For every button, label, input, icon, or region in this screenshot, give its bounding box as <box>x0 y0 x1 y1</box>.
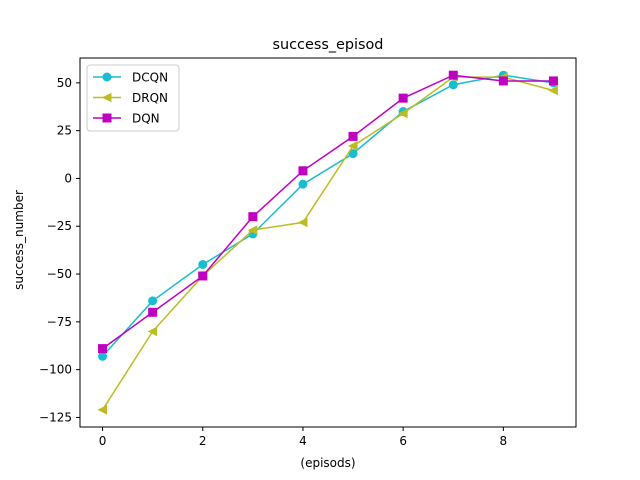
y-axis-label: success_number <box>12 190 26 290</box>
point-marker <box>448 70 458 80</box>
point-marker <box>148 307 158 317</box>
x-tick-label: 0 <box>99 434 107 448</box>
point-marker <box>148 296 158 306</box>
legend-entry-dqn: DQN <box>93 112 160 126</box>
point-marker <box>97 404 108 415</box>
point-marker <box>147 326 158 337</box>
point-marker <box>347 141 358 151</box>
y-tick-label: −25 <box>47 219 72 233</box>
series-layer <box>97 70 558 415</box>
point-marker <box>297 217 308 228</box>
x-tick-label: 4 <box>299 434 307 448</box>
point-marker <box>98 344 108 354</box>
y-tick-label: −100 <box>39 363 72 377</box>
point-marker <box>348 149 358 159</box>
point-marker <box>448 80 458 90</box>
point-marker <box>198 259 208 269</box>
chart-title: success_episod <box>273 37 384 53</box>
x-tick-label: 2 <box>199 434 207 448</box>
point-marker <box>548 76 558 86</box>
legend-entry-drqn: DRQN <box>93 91 168 105</box>
x-tick-label: 6 <box>399 434 407 448</box>
y-tick-label: 0 <box>64 171 72 185</box>
point-marker <box>102 113 112 123</box>
legend-label: DRQN <box>132 91 168 105</box>
point-marker <box>398 108 408 119</box>
legend: DCQN DRQN DQN <box>86 64 180 132</box>
x-axis-label: (episods) <box>300 456 355 470</box>
point-marker <box>101 92 112 103</box>
point-marker <box>102 72 112 82</box>
point-marker <box>198 271 208 281</box>
legend-label: DQN <box>132 112 160 126</box>
legend-label: DCQN <box>132 71 168 85</box>
y-tick-label: 50 <box>57 76 72 90</box>
point-marker <box>548 85 558 96</box>
y-tick-label: −50 <box>47 267 72 281</box>
series-line <box>101 74 554 357</box>
series-dqn <box>98 70 558 354</box>
y-axis: 50 25 0 −25 −50 −75 −100 −125 <box>39 76 80 424</box>
point-marker <box>398 93 408 103</box>
point-marker <box>98 351 108 361</box>
y-tick-label: 25 <box>57 124 72 138</box>
x-axis: 0 2 4 6 8 <box>99 427 507 448</box>
point-marker <box>298 179 308 189</box>
point-marker <box>498 76 508 86</box>
point-marker <box>298 166 308 176</box>
y-tick-label: −125 <box>39 410 72 424</box>
point-marker <box>348 131 358 141</box>
series-line <box>101 76 554 411</box>
series-line <box>102 74 554 350</box>
x-tick-label: 8 <box>500 434 508 448</box>
legend-entry-dcqn: DCQN <box>93 71 168 85</box>
y-tick-label: −75 <box>47 315 72 329</box>
point-marker <box>248 212 258 222</box>
point-marker <box>247 225 258 235</box>
